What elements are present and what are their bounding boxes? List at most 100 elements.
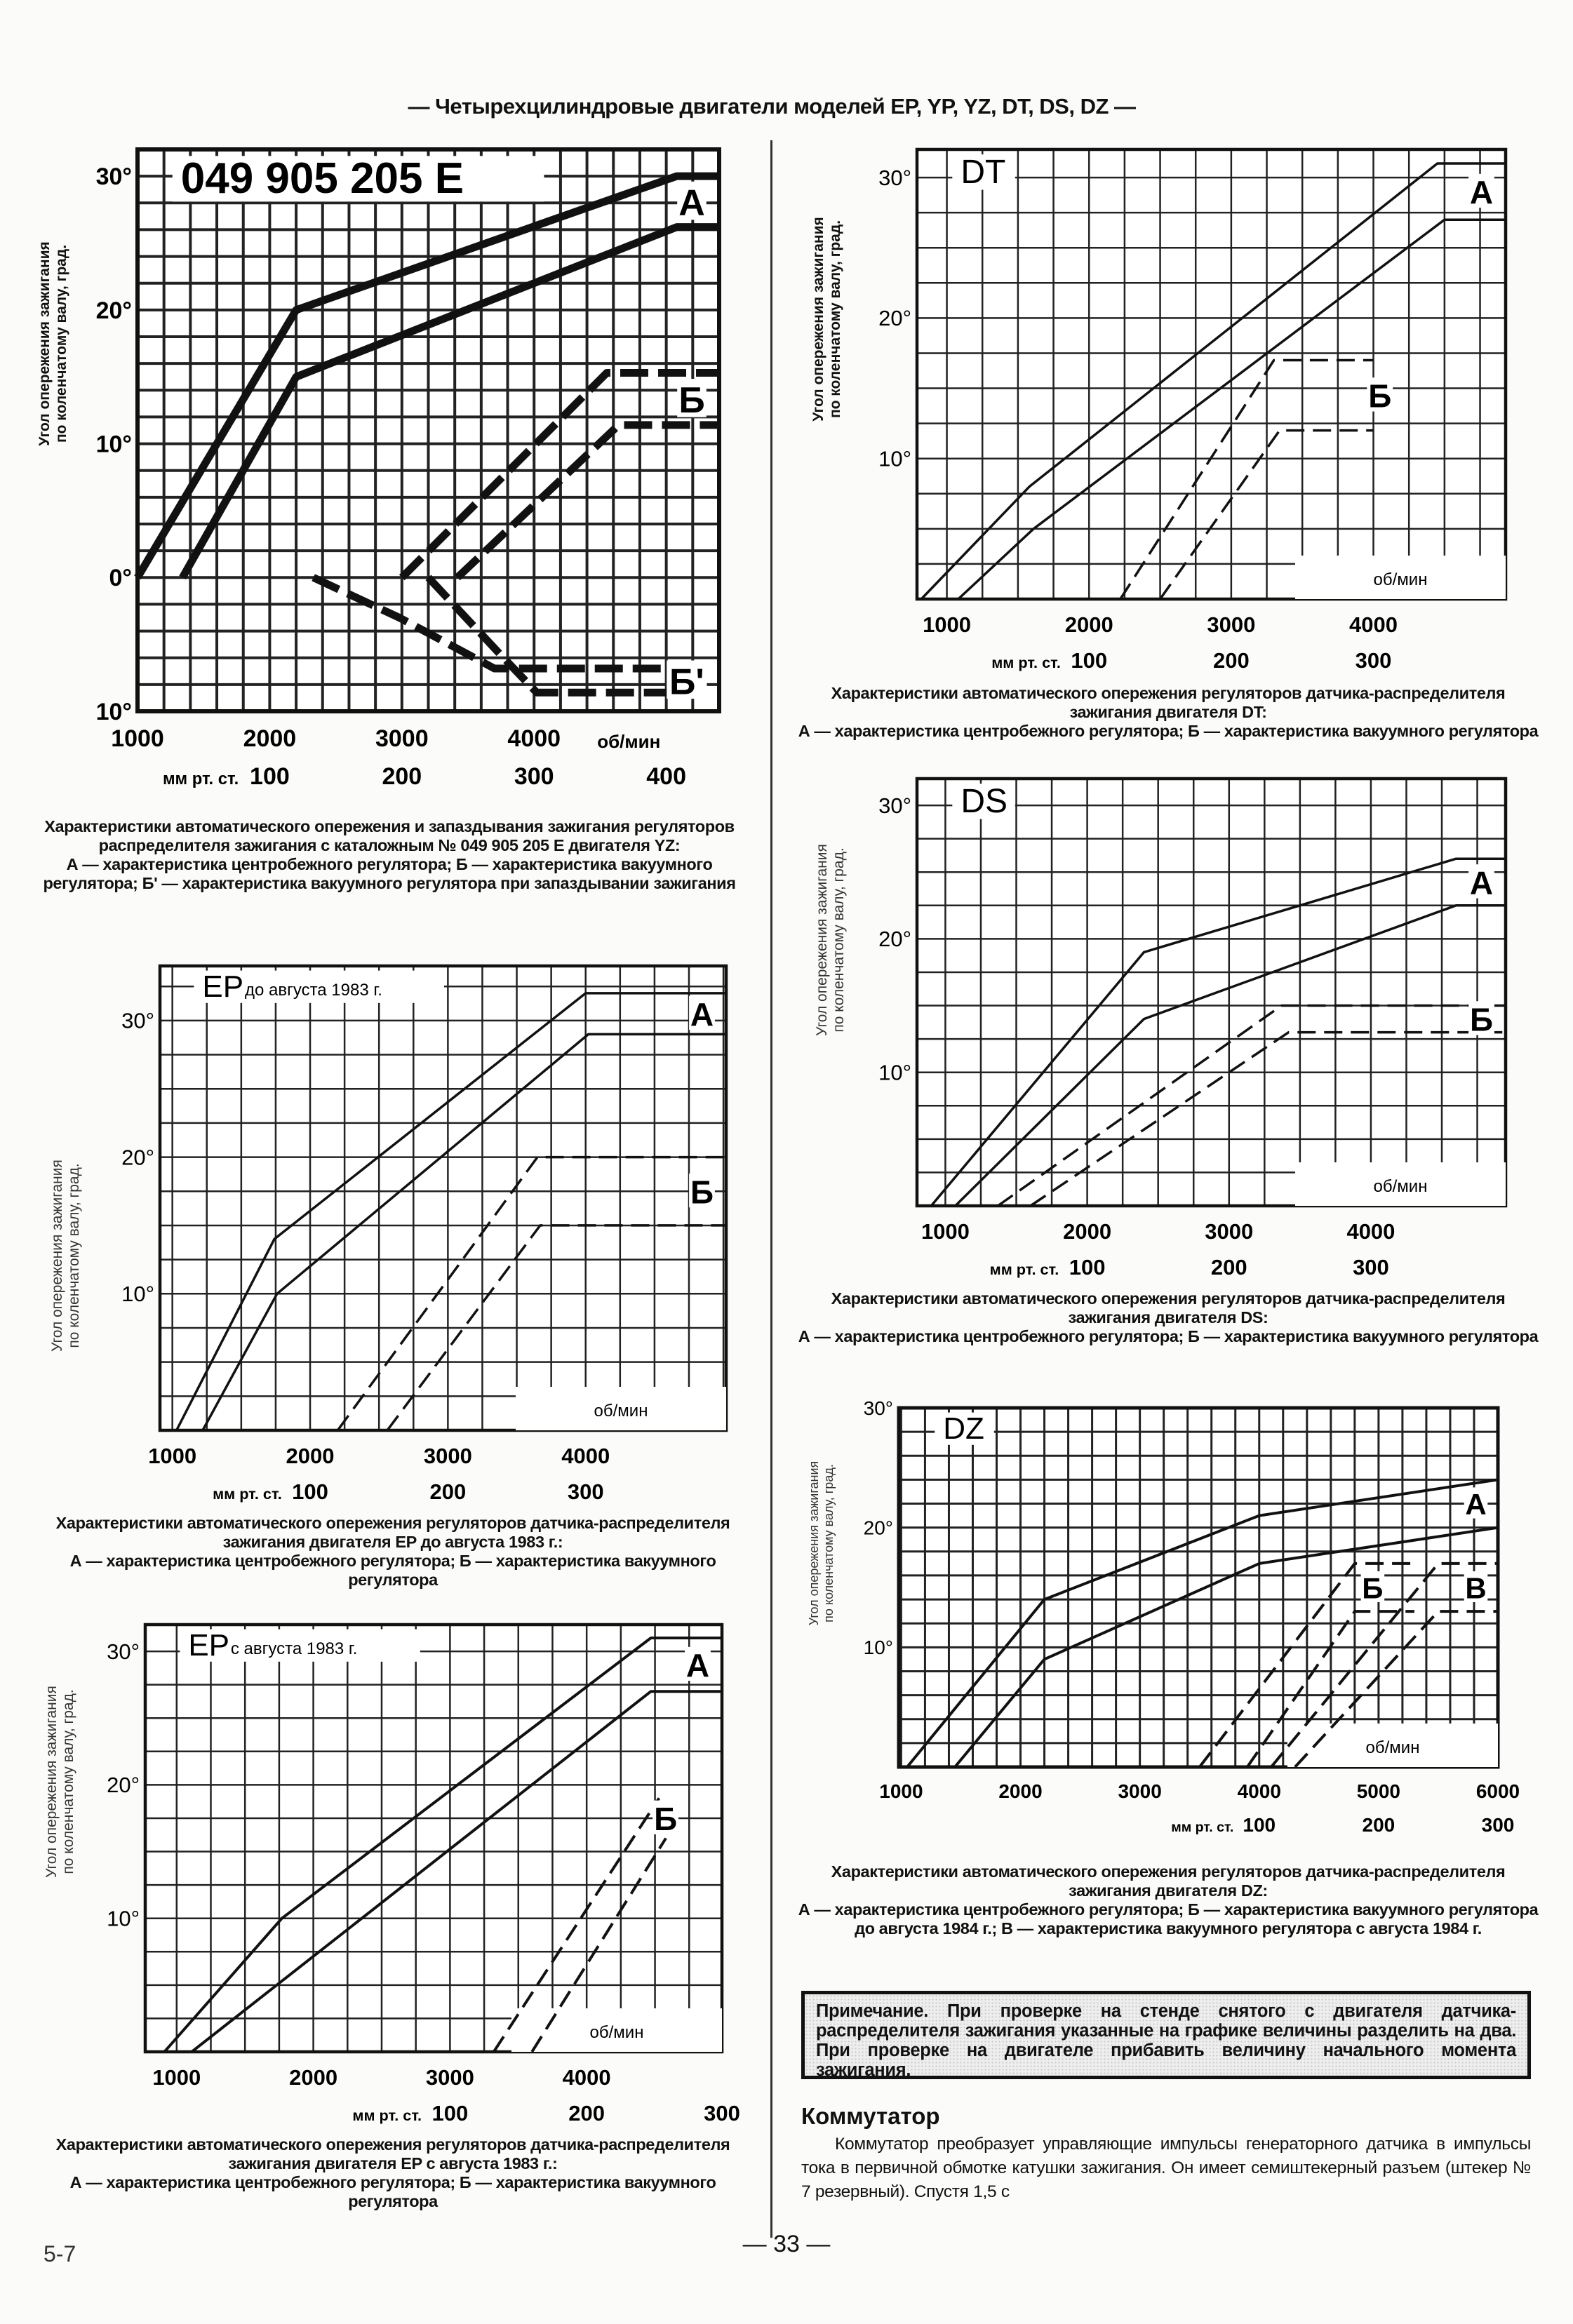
y-tick-label: 20° bbox=[96, 297, 132, 324]
series-line-А-0 bbox=[906, 1478, 1499, 1768]
series-label: А bbox=[1465, 1488, 1486, 1521]
x-tick-label: 2000 bbox=[289, 2065, 337, 2090]
x-tick-label: 1000 bbox=[921, 1219, 970, 1244]
series-label-box bbox=[1360, 1571, 1385, 1602]
y-tick-label: 20° bbox=[107, 1773, 140, 1797]
caption-legend: А — характеристика центробежного регулят… bbox=[69, 1552, 716, 1589]
vacuum-tick-label: 300 bbox=[514, 763, 554, 790]
series-line-А-1 bbox=[190, 1690, 722, 2053]
x-tick-label: 1000 bbox=[923, 612, 971, 637]
x-tick-label: 1000 bbox=[152, 2065, 201, 2090]
series-line-Б-3 bbox=[530, 1837, 667, 2053]
y-axis-label-line2: по коленчатому валу, град. bbox=[53, 244, 69, 443]
vacuum-tick-label: 300 bbox=[1356, 648, 1392, 673]
section-title: Коммутатор bbox=[801, 2103, 940, 2129]
series-label: А bbox=[686, 1647, 709, 1684]
vacuum-unit-label: мм рт. ст. bbox=[1171, 1820, 1233, 1835]
x-tick-label: 3000 bbox=[1207, 612, 1255, 637]
plot-area bbox=[145, 1625, 722, 2052]
series-line-Б-2 bbox=[1119, 358, 1374, 600]
x-tick-label: 4000 bbox=[1346, 1219, 1395, 1244]
x-tick-label: 6000 bbox=[1476, 1780, 1520, 1802]
plot-area bbox=[899, 1408, 1498, 1767]
x-tick-label: 1000 bbox=[111, 725, 164, 752]
series-line-А-1 bbox=[957, 218, 1506, 600]
series-label: А bbox=[678, 183, 705, 224]
y-axis-label-line2: по коленчатому валу, град. bbox=[822, 1464, 836, 1623]
vacuum-tick-label: 200 bbox=[568, 2101, 605, 2125]
caption-title: Характеристики автоматического опережени… bbox=[831, 684, 1506, 721]
chart-title-note: с августа 1983 г. bbox=[231, 1639, 358, 1658]
series-label-box bbox=[677, 181, 707, 220]
vacuum-tick-label: 200 bbox=[1363, 1814, 1395, 1836]
y-tick-label: 30° bbox=[96, 163, 132, 190]
caption-yz: Характеристики автоматического опережени… bbox=[21, 817, 758, 893]
series-line-Б-3 bbox=[1159, 429, 1374, 600]
chart-title-note: до августа 1983 г. bbox=[245, 981, 382, 1000]
plot-area bbox=[917, 149, 1506, 599]
y-tick-label: 30° bbox=[121, 1009, 154, 1033]
chart-ds: DS об/мин А Б 30° 20° 10° 1000 2000 3000 4000 мм рт… bbox=[878, 777, 1508, 1279]
series-line-В-4 bbox=[1270, 1561, 1498, 1768]
x-tick-label: 4000 bbox=[563, 2065, 611, 2090]
series-label-box bbox=[677, 379, 707, 417]
caption-dz: Характеристики автоматического опережени… bbox=[793, 1862, 1544, 1938]
y-axis-label: Угол опережения зажигания по коленчатому… bbox=[36, 182, 70, 505]
chart-title: DZ bbox=[943, 1411, 984, 1446]
vacuum-tick-label: 200 bbox=[382, 763, 422, 790]
series-label: В bbox=[1465, 1572, 1486, 1605]
series-label-box bbox=[1367, 377, 1393, 412]
series-label: Б bbox=[1368, 378, 1391, 415]
series-line-А-0 bbox=[163, 1637, 722, 2053]
series-line-А-0 bbox=[930, 857, 1506, 1207]
caption-title: Характеристики автоматического опережени… bbox=[55, 1514, 730, 1551]
series-label-box bbox=[689, 1173, 715, 1208]
series-label-box bbox=[667, 660, 707, 699]
x-tick-label: 2000 bbox=[243, 725, 297, 752]
series-line-b-prime-4 bbox=[312, 574, 680, 673]
caption-legend: А — характеристика центробежного регулят… bbox=[69, 2173, 716, 2210]
y-tick-label: 10° bbox=[878, 447, 911, 471]
series-line-А-0 bbox=[175, 992, 726, 1431]
caption-ep-after-1983: Характеристики автоматического опережени… bbox=[28, 2135, 758, 2211]
series-line-Б-2 bbox=[493, 1797, 661, 2053]
vacuum-tick-label: 100 bbox=[250, 763, 290, 790]
vacuum-tick-label: 100 bbox=[1071, 648, 1107, 673]
plot-area bbox=[917, 779, 1506, 1206]
series-line-Б-3 bbox=[1246, 1610, 1414, 1768]
vacuum-unit-label: мм рт. ст. bbox=[163, 770, 239, 788]
x-tick-label: 1000 bbox=[879, 1780, 923, 1802]
series-label-box bbox=[689, 995, 715, 1030]
vacuum-unit-label: мм рт. ст. bbox=[213, 1485, 282, 1503]
page-number: — 33 — bbox=[742, 2231, 831, 2257]
chart-svg: EP до августа 1983 г. об/мин А Б 30° 20° 10° 100… bbox=[121, 964, 728, 1504]
caption-ds: Характеристики автоматического опережени… bbox=[793, 1289, 1544, 1346]
x-unit-label: об/мин bbox=[597, 731, 660, 752]
y-axis-label-line1: Угол опережения зажигания bbox=[36, 241, 53, 446]
y-axis-label: Угол опережения зажигания по коленчатому… bbox=[807, 1410, 836, 1677]
y-tick-label: 10° bbox=[121, 1282, 154, 1306]
x-tick-label: 3000 bbox=[424, 1444, 472, 1468]
x-tick-label: 4000 bbox=[1238, 1780, 1281, 1802]
x-tick-label: 3000 bbox=[1205, 1219, 1253, 1244]
chart-title: DS bbox=[960, 783, 1008, 820]
y-tick-label: 10° bbox=[107, 1907, 140, 1931]
x-tick-label: 4000 bbox=[1349, 612, 1398, 637]
vacuum-tick-label: 200 bbox=[430, 1479, 467, 1504]
title-box bbox=[952, 784, 1015, 819]
y-tick-label: 30° bbox=[878, 793, 911, 818]
series-label-box bbox=[1464, 1487, 1488, 1519]
series-line-Б-3 bbox=[386, 1224, 726, 1432]
unit-box bbox=[511, 2008, 722, 2052]
series-label: А bbox=[1470, 174, 1493, 210]
x-unit-label: об/мин bbox=[1374, 570, 1428, 589]
x-unit-label: об/мин bbox=[590, 2023, 644, 2042]
vacuum-tick-label: 200 bbox=[1213, 648, 1250, 673]
title-box bbox=[172, 156, 544, 202]
vacuum-unit-label: мм рт. ст. bbox=[352, 2107, 422, 2124]
unit-box bbox=[1287, 1724, 1498, 1767]
caption-title: Характеристики автоматического опережени… bbox=[831, 1862, 1506, 1900]
vacuum-tick-label: 100 bbox=[1243, 1814, 1276, 1836]
y-axis-label-line1: Угол опережения зажигания bbox=[814, 844, 830, 1036]
